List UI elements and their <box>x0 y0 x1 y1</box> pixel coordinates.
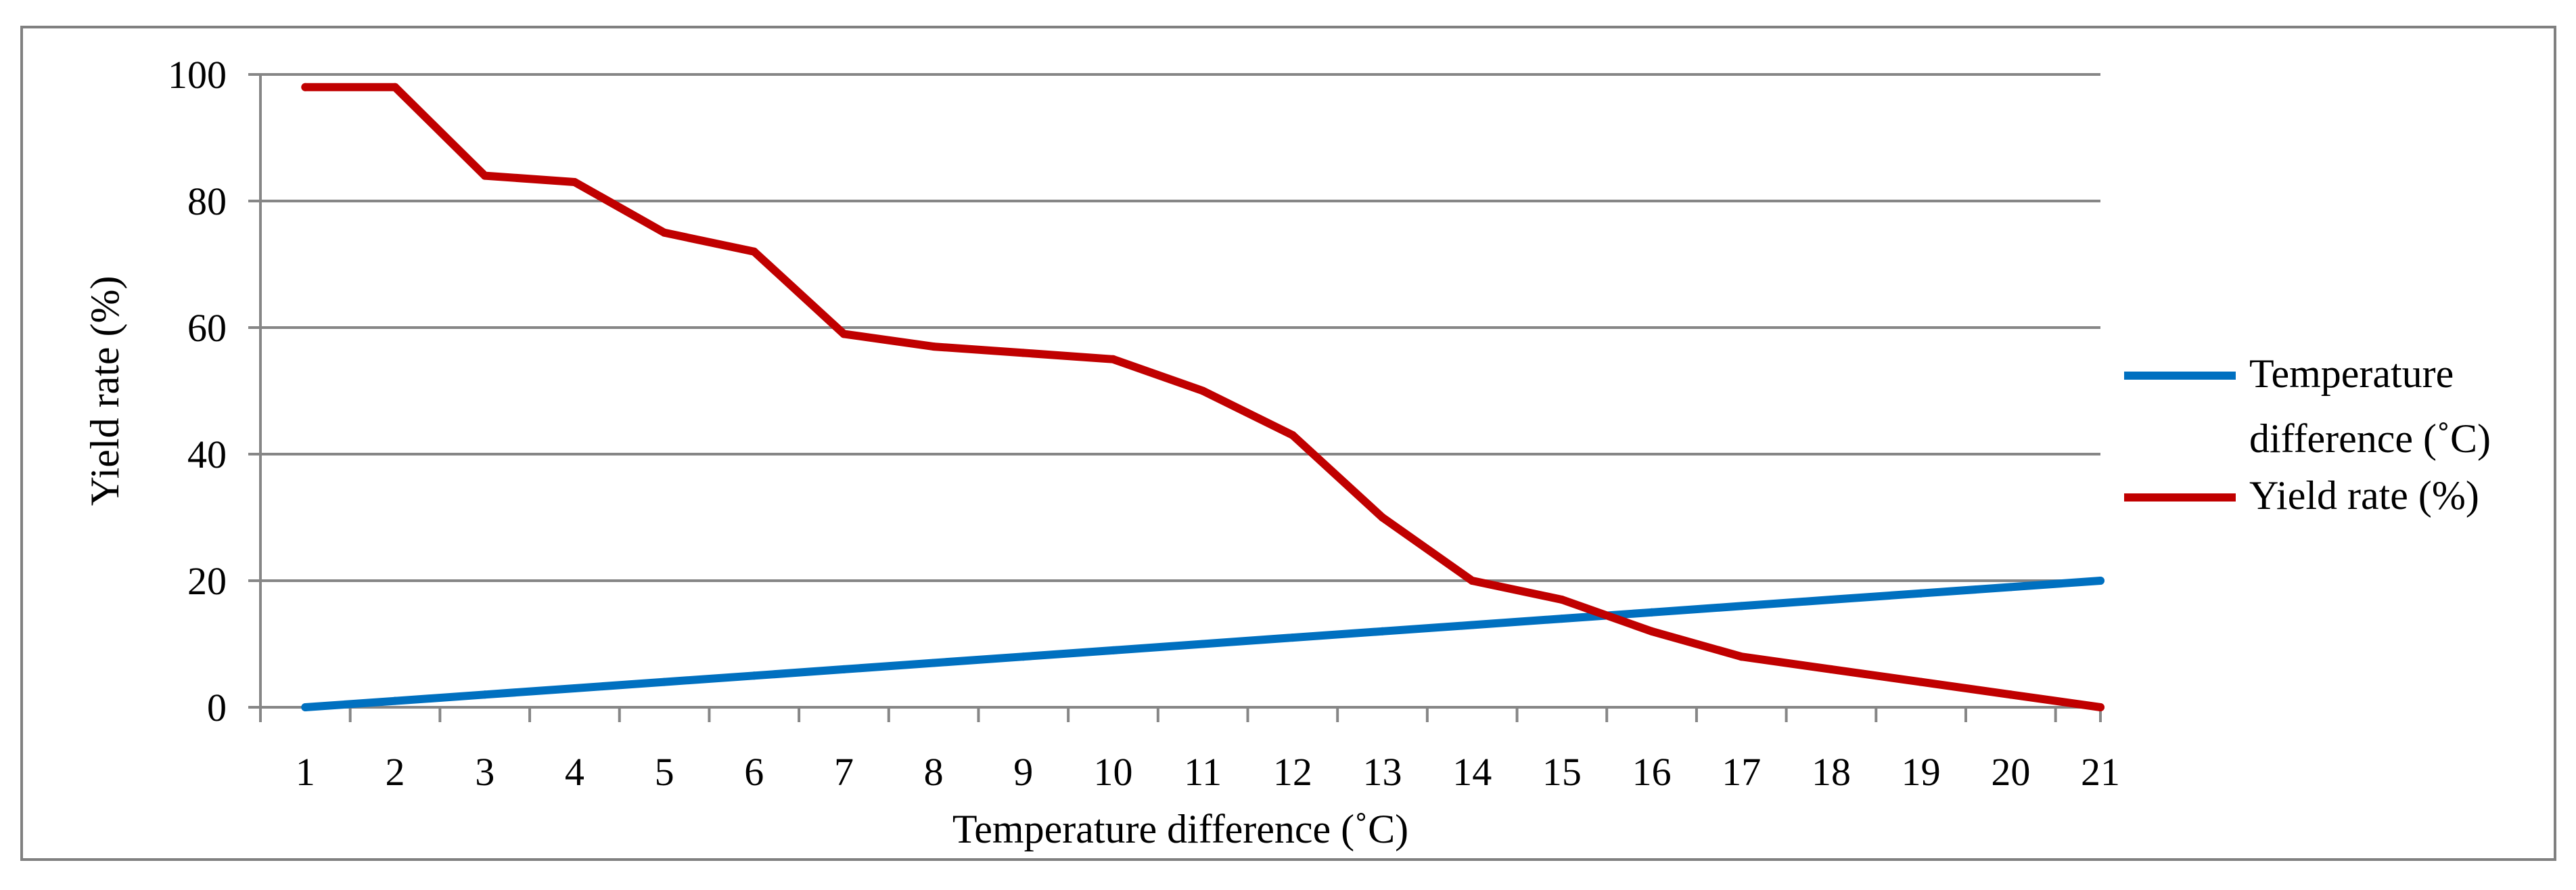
x-tick-label: 12 <box>1273 750 1312 794</box>
data-point-s1-17 <box>1737 602 1746 610</box>
data-point-s1-5 <box>660 677 669 686</box>
y-tick-labels: 0 20 40 60 80 100 <box>168 53 227 730</box>
data-point-s2-10 <box>1109 355 1118 363</box>
data-point-s1-4 <box>570 684 579 692</box>
data-point-s1-20 <box>2006 583 2015 592</box>
series-lines <box>301 83 2104 711</box>
data-point-s1-1 <box>301 703 310 711</box>
legend-label-1: difference (˚C) <box>2249 416 2491 461</box>
data-point-s1-19 <box>1916 589 1925 598</box>
data-point-s2-4 <box>570 177 579 186</box>
x-tick-label: 14 <box>1452 750 1492 794</box>
data-point-s2-7 <box>840 330 848 338</box>
legend-label-2: Yield rate (%) <box>2249 473 2479 518</box>
data-point-s2-15 <box>1557 596 1566 604</box>
chart-border <box>20 26 2556 861</box>
x-tick-label: 16 <box>1632 750 1672 794</box>
data-point-s1-14 <box>1468 621 1477 629</box>
data-point-s2-19 <box>1916 677 1925 686</box>
x-tick-label: 1 <box>296 750 315 794</box>
x-tick-label: 17 <box>1722 750 1761 794</box>
x-tick-label: 11 <box>1184 750 1222 794</box>
data-point-s2-18 <box>1826 665 1835 673</box>
y-tick-label: 80 <box>187 179 227 223</box>
x-tick-label: 19 <box>1902 750 1941 794</box>
data-point-s2-8 <box>929 342 938 351</box>
data-point-s2-3 <box>480 171 489 180</box>
x-tick-labels: 1 2 3 4 5 6 7 8 9 10 11 12 13 14 15 16 17 18 19 20 21 <box>296 750 2120 794</box>
data-point-s2-5 <box>660 228 669 237</box>
data-point-s2-2 <box>391 83 400 91</box>
x-axis-title: Temperature difference (˚C) <box>952 807 1408 851</box>
data-point-s1-13 <box>1378 627 1387 636</box>
x-tick-label: 21 <box>2081 750 2120 794</box>
legend: Temperature difference (˚C) Yield rate (%) <box>2124 351 2491 518</box>
data-point-s2-13 <box>1378 513 1387 522</box>
y-axis-title: Yield rate (%) <box>83 276 127 506</box>
legend-label-1: Temperature <box>2249 351 2454 396</box>
data-point-s2-12 <box>1288 430 1297 439</box>
data-point-s1-10 <box>1109 646 1118 654</box>
data-point-s1-18 <box>1826 596 1835 604</box>
gridlines <box>260 73 2100 582</box>
axes <box>248 73 2102 722</box>
x-tick-label: 2 <box>386 750 405 794</box>
x-tick-label: 7 <box>834 750 854 794</box>
data-point-s2-11 <box>1199 386 1208 395</box>
x-tick-label: 13 <box>1363 750 1402 794</box>
data-point-s1-3 <box>480 690 489 699</box>
y-tick-label: 20 <box>187 559 227 603</box>
x-tick-label: 9 <box>1013 750 1033 794</box>
x-tick-label: 3 <box>475 750 495 794</box>
data-point-s1-15 <box>1557 615 1566 623</box>
data-point-s1-9 <box>1019 652 1028 661</box>
data-point-s2-16 <box>1647 627 1656 636</box>
data-point-s1-16 <box>1647 608 1656 617</box>
y-tick-label: 40 <box>187 432 227 476</box>
x-tick-label: 5 <box>655 750 674 794</box>
data-point-s1-12 <box>1288 633 1297 642</box>
data-point-s2-21 <box>2096 703 2104 711</box>
data-point-s1-2 <box>391 696 400 705</box>
y-tick-label: 0 <box>207 686 227 730</box>
data-point-s2-1 <box>301 83 310 91</box>
y-tick-label: 60 <box>187 306 227 350</box>
data-point-s2-17 <box>1737 652 1746 661</box>
data-point-s2-20 <box>2006 690 2015 699</box>
data-point-s2-14 <box>1468 577 1477 585</box>
data-point-s1-6 <box>750 671 758 680</box>
y-tick-label: 100 <box>168 53 227 97</box>
x-tick-label: 15 <box>1542 750 1582 794</box>
x-tick-label: 8 <box>924 750 944 794</box>
x-tick-label: 18 <box>1812 750 1851 794</box>
data-point-s2-9 <box>1019 349 1028 357</box>
x-tick-label: 20 <box>1991 750 2030 794</box>
data-point-s1-11 <box>1199 640 1208 648</box>
data-point-s1-8 <box>929 659 938 667</box>
x-tick-label: 10 <box>1093 750 1132 794</box>
data-point-s1-21 <box>2096 577 2104 585</box>
data-point-s2-6 <box>750 247 758 256</box>
data-point-s1-7 <box>840 665 848 673</box>
x-tick-label: 6 <box>744 750 764 794</box>
x-tick-label: 4 <box>565 750 584 794</box>
